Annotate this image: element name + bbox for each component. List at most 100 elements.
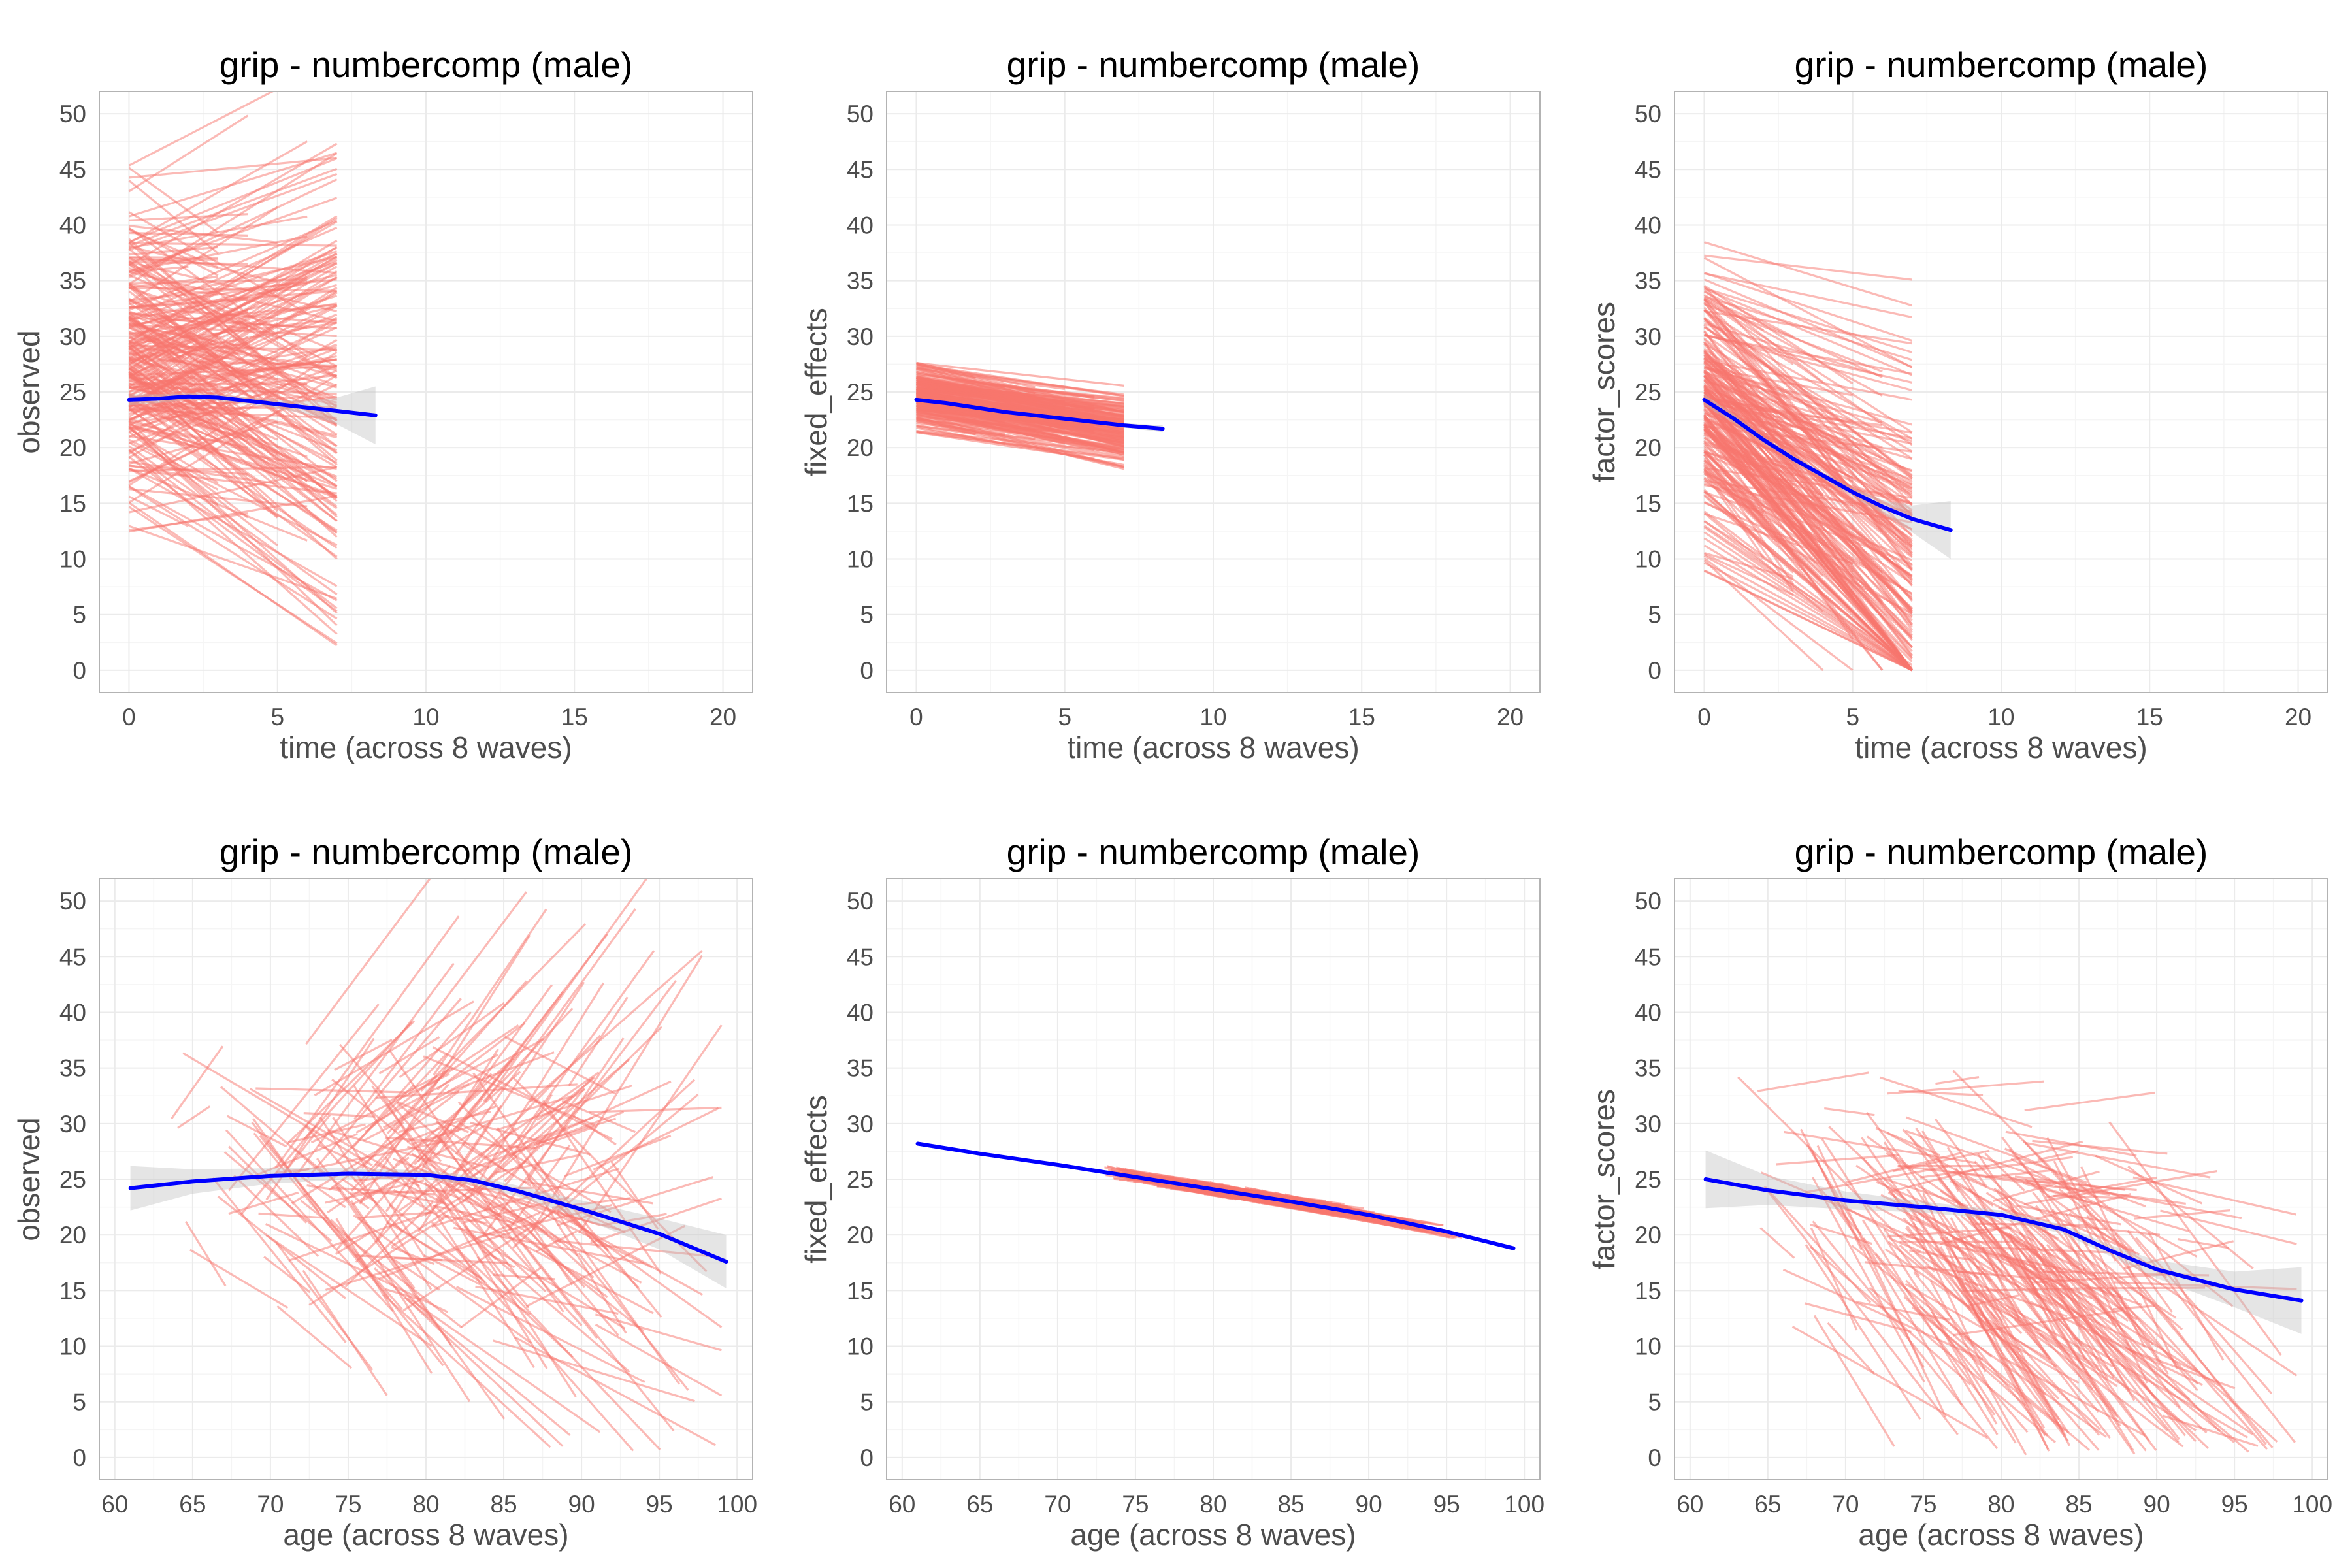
- trajectory-line: [128, 467, 308, 542]
- trajectory-line: [1703, 553, 1794, 596]
- trajectory-line: [2132, 1176, 2296, 1216]
- trajectory-line: [294, 1171, 346, 1209]
- trajectory-line: [593, 1107, 719, 1171]
- trajectory-line: [1898, 1090, 1984, 1096]
- y-tick-label: 0: [1648, 657, 1661, 684]
- trajectory-line: [413, 1071, 521, 1166]
- trajectory-line: [129, 302, 337, 335]
- trajectory-line: [184, 1221, 227, 1287]
- trajectory-line: [240, 1125, 316, 1215]
- trajectory-line: [1143, 1181, 1237, 1201]
- panel-border: [99, 878, 753, 1480]
- trajectory-line: [1703, 368, 1913, 554]
- trajectory-line: [129, 157, 337, 179]
- trajectory-line: [525, 1224, 686, 1308]
- trajectory-line: [389, 1067, 453, 1103]
- x-tick-label: 10: [1987, 704, 2014, 730]
- y-tick-label: 25: [59, 379, 86, 406]
- y-tick-label: 40: [847, 212, 874, 238]
- chart-title: grip - numbercomp (male): [220, 832, 633, 872]
- trajectory-line: [2108, 1121, 2282, 1356]
- y-tick-label: 10: [59, 546, 86, 573]
- y-tick-label: 25: [847, 1166, 874, 1193]
- y-tick-label: 35: [59, 1055, 86, 1082]
- trajectory-line: [2110, 1272, 2268, 1450]
- trajectory-line: [528, 1125, 597, 1151]
- trajectory-line: [1915, 1251, 2099, 1368]
- trajectory-line: [475, 1285, 619, 1315]
- trajectory-line: [129, 495, 337, 533]
- panel-border: [886, 878, 1541, 1480]
- trajectory-line: [128, 227, 308, 358]
- trajectory-line: [2147, 1232, 2225, 1361]
- trajectory-line: [128, 250, 338, 321]
- x-tick-label: 10: [1200, 704, 1226, 730]
- trajectory-line: [331, 1186, 435, 1196]
- trajectory-line: [2031, 1301, 2203, 1386]
- trajectory-line: [434, 1188, 548, 1369]
- trajectory-line: [128, 260, 338, 412]
- trajectory-line: [437, 1137, 598, 1339]
- y-tick-label: 10: [847, 546, 874, 573]
- y-tick-label: 45: [847, 943, 874, 970]
- x-tick-label: 90: [1356, 1491, 1382, 1518]
- y-axis-title: observed: [12, 330, 46, 453]
- trajectory-line: [1704, 254, 1912, 281]
- trajectory-line: [1884, 1248, 2057, 1368]
- x-tick-label: 90: [2144, 1491, 2170, 1518]
- x-tick-label: 90: [568, 1491, 595, 1518]
- chart-panel-1: 0 5 10 15 20 25 30 35 40 45 50 0 5 10 15 20 time (across…: [12, 44, 753, 764]
- x-tick-label: 20: [710, 704, 736, 730]
- trajectory-line: [129, 317, 337, 329]
- trajectory-line: [353, 1085, 535, 1368]
- trajectory-line: [128, 304, 338, 421]
- individual-trajectories: [1737, 1070, 2298, 1456]
- trajectory-line: [1973, 1311, 2046, 1429]
- x-tick-label: 0: [122, 704, 136, 730]
- trajectory-line: [358, 1211, 434, 1219]
- trajectory-line: [1703, 569, 1913, 672]
- trajectory-line: [385, 1288, 421, 1301]
- trajectory-line: [327, 1156, 410, 1214]
- trajectory-line: [129, 225, 278, 244]
- trajectory-line: [476, 950, 655, 1196]
- trajectory-line: [398, 1071, 600, 1212]
- trajectory-line: [916, 416, 1006, 435]
- y-tick-label: 5: [1648, 1389, 1661, 1416]
- trajectory-line: [506, 1223, 675, 1432]
- y-tick-label: 30: [1635, 1111, 1661, 1137]
- y-tick-label: 25: [1635, 379, 1661, 406]
- trajectory-line: [434, 1105, 502, 1202]
- trajectory-line: [578, 1024, 723, 1234]
- trajectory-line: [1823, 1107, 1875, 1117]
- trajectory-line: [325, 1179, 425, 1204]
- trajectory-line: [533, 1080, 672, 1145]
- trajectory-line: [128, 220, 338, 311]
- trajectory-line: [1759, 1227, 1795, 1259]
- trajectory-line: [2134, 1209, 2230, 1220]
- trajectory-line: [251, 1121, 390, 1298]
- trajectory-line: [1703, 299, 1913, 446]
- trajectory-line: [1757, 1071, 1869, 1092]
- y-tick-label: 40: [847, 999, 874, 1026]
- smooth-trend-line: [128, 1171, 728, 1264]
- trajectory-line: [128, 297, 278, 381]
- trajectory-line: [1703, 319, 1913, 440]
- y-tick-label: 45: [1635, 943, 1661, 970]
- trajectory-line: [2082, 1267, 2278, 1443]
- trajectory-line: [296, 962, 455, 1175]
- trajectory-line: [1910, 1206, 1998, 1335]
- trajectory-line: [129, 246, 218, 256]
- individual-trajectories: [128, 91, 338, 647]
- trajectory-line: [391, 1246, 434, 1266]
- trajectory-line: [363, 1083, 470, 1142]
- trajectory-line: [484, 879, 648, 1103]
- trajectory-line: [274, 915, 460, 1169]
- trajectory-line: [2127, 1230, 2296, 1443]
- trajectory-line: [1886, 1132, 1986, 1187]
- y-tick-label: 40: [59, 212, 86, 238]
- trajectory-line: [1703, 426, 1913, 649]
- trajectory-line: [129, 256, 218, 259]
- y-tick-label: 40: [1635, 212, 1661, 238]
- trajectory-line: [128, 316, 249, 395]
